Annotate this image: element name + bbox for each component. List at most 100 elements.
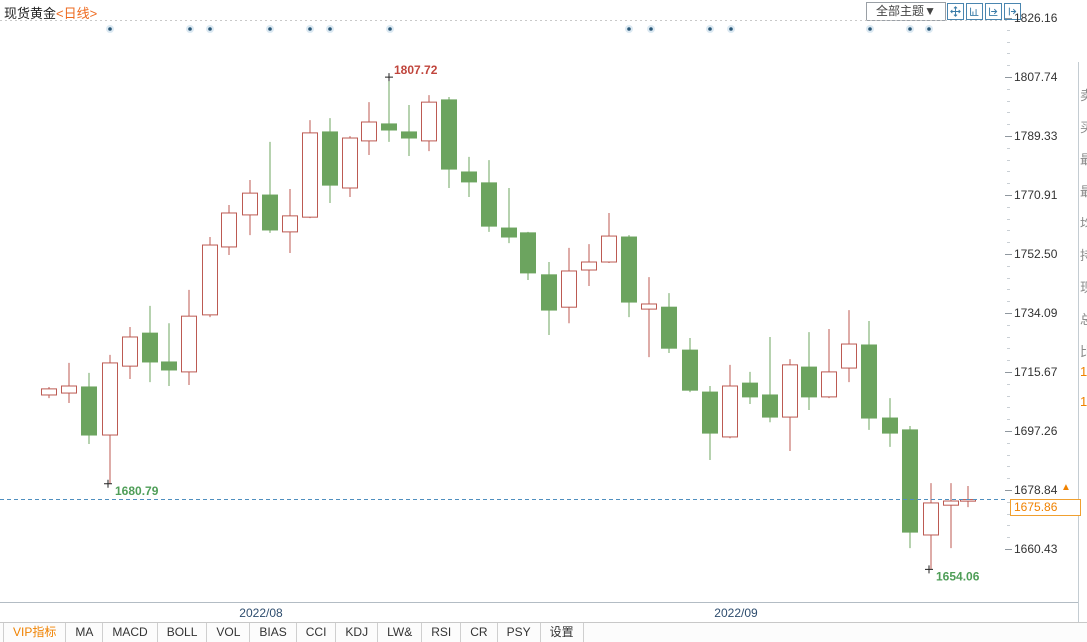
candle — [902, 426, 918, 549]
y-axis-minor-tick — [1007, 395, 1010, 397]
candle-body — [122, 336, 138, 367]
event-dot[interactable] — [927, 27, 931, 31]
y-axis-minor-tick — [1007, 442, 1010, 444]
y-axis-minor-tick — [1007, 218, 1010, 220]
candle-body — [282, 215, 298, 233]
indicator-tab-vip[interactable]: VIP指标 — [3, 623, 67, 642]
candle — [923, 483, 939, 570]
axis-expand-icon[interactable] — [985, 3, 1002, 20]
event-dot[interactable] — [627, 27, 631, 31]
candle — [221, 204, 237, 255]
candle — [782, 359, 798, 452]
y-axis-tick — [1005, 136, 1012, 137]
candle-body — [782, 364, 798, 418]
y-axis-minor-tick — [1007, 183, 1010, 185]
candle — [682, 337, 698, 393]
candle-body — [81, 386, 97, 436]
candle — [722, 364, 738, 439]
event-dot[interactable] — [868, 27, 872, 31]
quote-panel-label-clipped: 卖 — [1080, 88, 1087, 103]
indicator-tab-ma[interactable]: MA — [66, 623, 104, 642]
y-axis-minor-tick — [1007, 301, 1010, 303]
y-axis-tick — [1005, 254, 1012, 255]
candle — [81, 372, 97, 444]
y-axis-tick — [1005, 549, 1012, 550]
y-axis-label: 1807.74 — [1014, 70, 1058, 84]
y-axis-tick — [1005, 18, 1012, 19]
extreme-price-label: 1654.06 — [936, 569, 980, 583]
candle — [581, 244, 597, 287]
quote-panel-label-clipped: 总 — [1080, 312, 1087, 327]
event-dot[interactable] — [188, 27, 192, 31]
candle — [841, 310, 857, 383]
indicator-tab-psy[interactable]: PSY — [498, 623, 541, 642]
candle — [401, 105, 417, 156]
y-axis-minor-tick — [1007, 466, 1010, 468]
candle — [262, 141, 278, 233]
y-axis-label: 1789.33 — [1014, 129, 1058, 143]
candle-body — [682, 349, 698, 391]
candle — [702, 385, 718, 461]
candle — [242, 179, 258, 236]
y-axis-minor-tick — [1007, 513, 1010, 515]
event-dot[interactable] — [308, 27, 312, 31]
indicator-tab-bias[interactable]: BIAS — [250, 623, 297, 642]
theme-select-button[interactable]: 全部主题▼ — [866, 2, 946, 21]
event-dot[interactable] — [729, 27, 733, 31]
page-forward-icon[interactable] — [1004, 3, 1021, 20]
y-axis-minor-tick — [1007, 419, 1010, 421]
indicator-tab-rsi[interactable]: RSI — [422, 623, 462, 642]
candle-body — [481, 182, 497, 227]
candle-body — [441, 99, 457, 170]
candle — [661, 293, 677, 353]
candle — [762, 336, 778, 423]
candle-body — [322, 131, 338, 186]
candle — [801, 332, 817, 411]
candle-body — [142, 332, 158, 363]
x-axis-date-label: 2022/09 — [714, 606, 758, 620]
y-axis-minor-tick — [1007, 277, 1010, 279]
event-dot[interactable] — [388, 27, 392, 31]
candle-body — [722, 385, 738, 438]
candle-body — [242, 192, 258, 216]
candle-body — [381, 123, 397, 131]
candle-body — [561, 270, 577, 308]
candle — [302, 120, 318, 219]
event-dot[interactable] — [908, 27, 912, 31]
period-label[interactable]: <日线> — [56, 6, 98, 21]
y-axis-label: 1752.50 — [1014, 247, 1058, 261]
event-dot[interactable] — [208, 27, 212, 31]
indicator-tab-bar: VIP指标 MA MACD BOLL VOL BIAS CCI KDJ LW& RSI CR PSY 设… — [0, 622, 1087, 642]
indicator-tab-cr[interactable]: CR — [461, 623, 498, 642]
y-axis-minor-tick — [1007, 112, 1010, 114]
pan-icon[interactable] — [947, 3, 964, 20]
candle-body — [401, 131, 417, 139]
indicator-tab-设置[interactable]: 设置 — [541, 623, 584, 642]
indicator-tab-vol[interactable]: VOL — [207, 623, 251, 642]
candle — [342, 136, 358, 197]
indicator-tab-boll[interactable]: BOLL — [158, 623, 208, 642]
axis-compress-icon[interactable] — [966, 3, 983, 20]
y-axis-minor-tick — [1007, 383, 1010, 385]
candle-body — [621, 236, 637, 303]
event-dot[interactable] — [328, 27, 332, 31]
candle — [361, 102, 377, 155]
event-dot[interactable] — [649, 27, 653, 31]
event-dot[interactable] — [268, 27, 272, 31]
indicator-tab-kdj[interactable]: KDJ — [336, 623, 379, 642]
candle-body — [421, 101, 437, 142]
candle-body — [801, 366, 817, 398]
indicator-tab-lw&[interactable]: LW& — [378, 623, 423, 642]
y-axis-minor-tick — [1007, 100, 1010, 102]
indicator-tab-cci[interactable]: CCI — [297, 623, 337, 642]
y-axis-label: 1678.84 — [1014, 483, 1058, 497]
event-dot[interactable] — [708, 27, 712, 31]
y-axis-minor-tick — [1007, 124, 1010, 126]
event-dot[interactable] — [108, 27, 112, 31]
indicator-tab-macd[interactable]: MACD — [103, 623, 158, 642]
candle-body — [181, 315, 197, 373]
candle — [861, 320, 877, 430]
y-axis-minor-tick — [1007, 525, 1010, 527]
